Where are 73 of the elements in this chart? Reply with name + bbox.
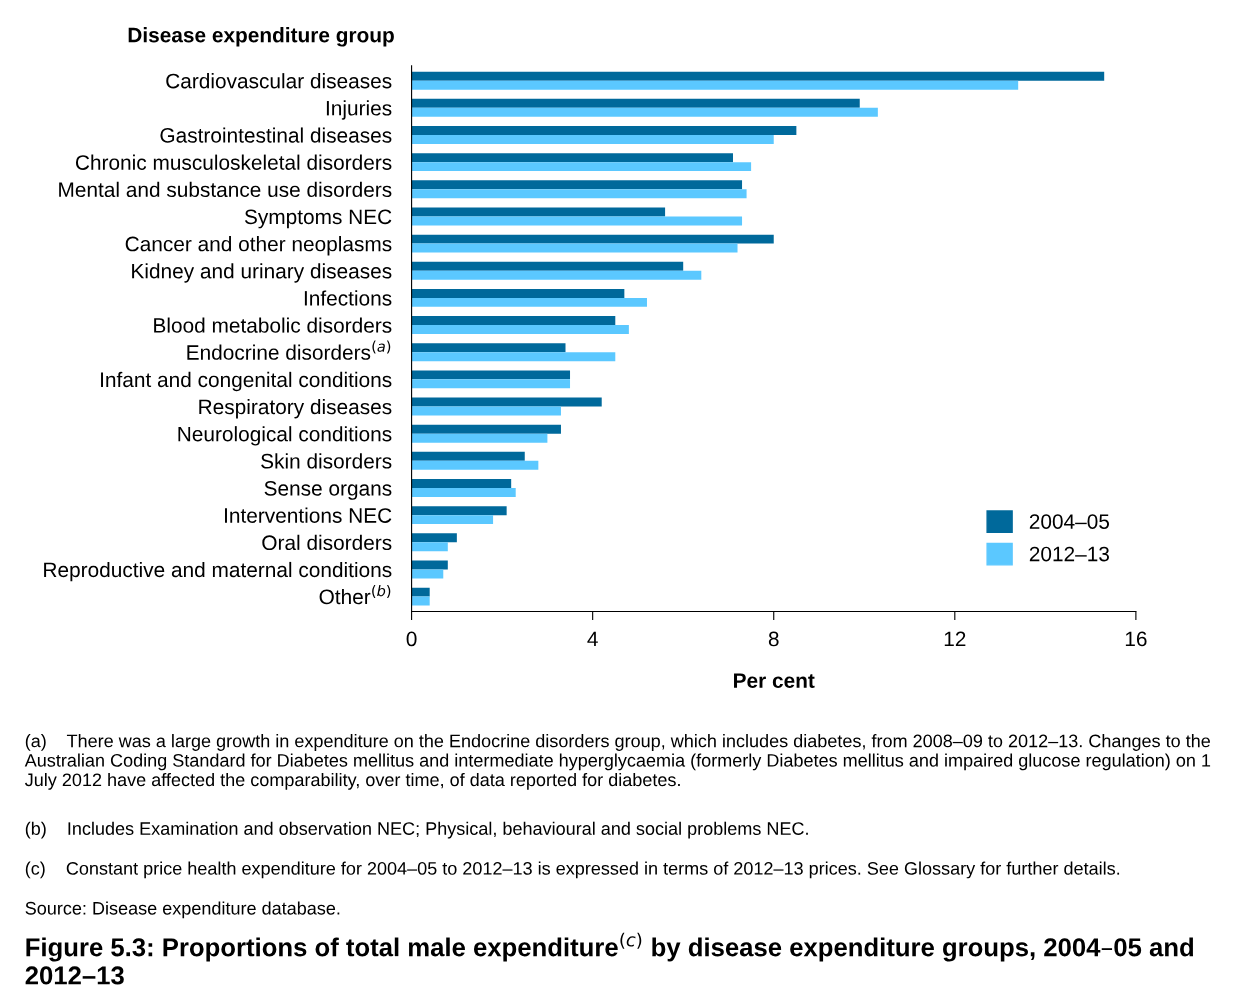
bar [411, 587, 430, 597]
bar [411, 433, 548, 443]
x-tick-label: 12 [944, 631, 966, 647]
y-tick-label: Blood metabolic disorders [154, 317, 392, 333]
bar [411, 234, 774, 244]
y-tick-label: Other$^{(b)}$ [319, 584, 391, 605]
bar [411, 134, 774, 144]
bar [411, 506, 507, 516]
y-tick-label: Cancer and other neoplasms [125, 236, 392, 256]
bar [411, 316, 616, 326]
y-tick-label: Reproductive and maternal conditions [44, 561, 392, 582]
text: (a) There was a large growth in expenditure on the Endocrine disorders group, which includes diabetes, from 2008–09 to 2012–13. Changes to the Australian Coding Standard for Diabetes mellitus and intermediate hyperglycaemia (formerly Diabetes mellitus and impaired glucose regulation) on 1 July 2012 have affected the comparability, over time, of data reported for diabetes. [24, 734, 1211, 790]
bar [411, 596, 430, 606]
bar [411, 71, 1105, 81]
bar [411, 270, 702, 280]
y-tick-label: Infections [304, 290, 392, 306]
bar [411, 98, 860, 108]
legend-label: 2004–05 [1029, 514, 1110, 529]
bar [411, 261, 684, 271]
bar [411, 153, 733, 163]
bar [411, 560, 448, 570]
bar [411, 216, 743, 226]
y-axis-title: Disease expenditure group [128, 27, 394, 47]
bar [411, 542, 448, 552]
y-tick-label: Cardiovascular diseases [166, 73, 392, 89]
bar [411, 569, 444, 579]
legend-label: 2012–13 [1029, 546, 1109, 562]
y-tick-label: Injuries [326, 100, 392, 120]
y-tick-label: Endocrine disorders$^{(a)}$ [187, 340, 391, 360]
y-tick-label: Infant and congenital conditions [101, 371, 392, 392]
bar [411, 533, 457, 543]
bar [411, 325, 629, 335]
bar [411, 479, 512, 488]
bar [411, 397, 602, 407]
y-tick-label: Kidney and urinary diseases [132, 263, 392, 283]
bar [411, 297, 647, 307]
y-tick-label: Symptoms NEC [244, 209, 392, 229]
bar [411, 424, 561, 434]
y-tick-label: Sense organs [264, 480, 392, 500]
bar [411, 370, 571, 380]
y-tick-label: Interventions NEC [225, 507, 392, 523]
x-tick-label: 16 [1125, 631, 1147, 647]
y-tick-label: Chronic musculoskeletal disorders [75, 154, 392, 170]
text: (b) Includes Examination and observation NEC; Physical, behavioural and social problems NEC. [25, 821, 808, 839]
chart-title: Figure 5.3: Proportions of total male expenditure$^{(c)}$ by disease expenditure groups, 2004–05 and 2012–13 [25, 932, 1194, 985]
bar [411, 207, 666, 217]
bar [411, 288, 625, 298]
y-tick-label: Mental and substance use disorders [59, 181, 392, 198]
text: (c) Constant price health expenditure for 2004–05 to 2012–13 is expressed in terms of 2012–13 prices. See Glossary for further details. [25, 861, 1120, 879]
y-tick-label: Neurological conditions [178, 426, 392, 446]
x-axis-title: Per cent [734, 673, 815, 688]
bar [411, 379, 571, 389]
bar [411, 180, 743, 190]
bar [411, 189, 747, 199]
bar [411, 343, 566, 353]
x-tick-label: 4 [587, 631, 598, 647]
bar [411, 352, 616, 362]
y-tick-label: Skin disorders [261, 453, 392, 469]
bar [411, 107, 878, 117]
bar [411, 451, 525, 461]
bar [411, 243, 738, 253]
source-note: Source: Disease expenditure database. [25, 901, 340, 919]
bar [411, 487, 516, 497]
y-tick-label: Respiratory diseases [199, 398, 392, 419]
y-tick-label: Gastrointestinal diseases [160, 127, 392, 143]
bar [411, 460, 539, 470]
bar [411, 126, 797, 135]
y-tick-label: Oral disorders [262, 534, 392, 551]
bar [411, 80, 1019, 90]
bar [411, 162, 752, 172]
bar [411, 515, 494, 525]
x-tick-label: 0 [406, 631, 417, 647]
x-tick-label: 8 [768, 631, 779, 647]
